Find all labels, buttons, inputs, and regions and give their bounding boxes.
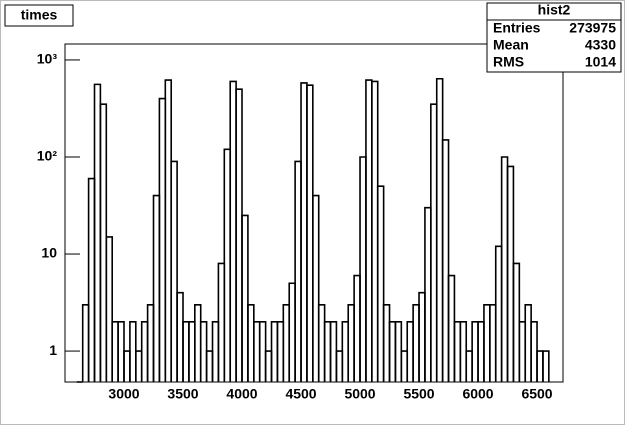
y-tick-label: 1 xyxy=(49,342,57,358)
stats-label: RMS xyxy=(493,54,524,70)
stats-title: hist2 xyxy=(538,2,571,18)
x-tick-label: 4500 xyxy=(285,386,316,402)
stats-box: hist2 xyxy=(486,2,622,73)
stats-value: 1014 xyxy=(585,54,616,70)
x-tick-label: 3000 xyxy=(108,386,139,402)
stats-frame xyxy=(486,2,622,73)
bin xyxy=(376,185,385,382)
bin xyxy=(170,160,178,382)
chart-title: times xyxy=(21,7,58,23)
stats-value: 273975 xyxy=(569,20,616,36)
y-tick-label: 10² xyxy=(37,148,58,164)
stats-value: 4330 xyxy=(585,37,616,53)
bin xyxy=(542,350,550,382)
x-tick-label: 3500 xyxy=(167,386,198,402)
x-tick-label: 6500 xyxy=(521,386,552,402)
y-tick-label: 10 xyxy=(41,245,57,261)
plot-frame xyxy=(64,43,564,383)
bin xyxy=(241,214,249,382)
stats-label: Entries xyxy=(493,20,541,36)
bin xyxy=(441,139,450,382)
x-tick-label: 5500 xyxy=(403,386,434,402)
x-tick-label: 4000 xyxy=(226,386,257,402)
x-tick-label: 6000 xyxy=(462,386,493,402)
bin xyxy=(312,194,320,382)
stats-label: Mean xyxy=(493,37,529,53)
title-box xyxy=(4,4,74,27)
x-tick-label: 5000 xyxy=(344,386,375,402)
bin xyxy=(105,236,114,382)
y-tick-label: 10³ xyxy=(37,51,58,67)
